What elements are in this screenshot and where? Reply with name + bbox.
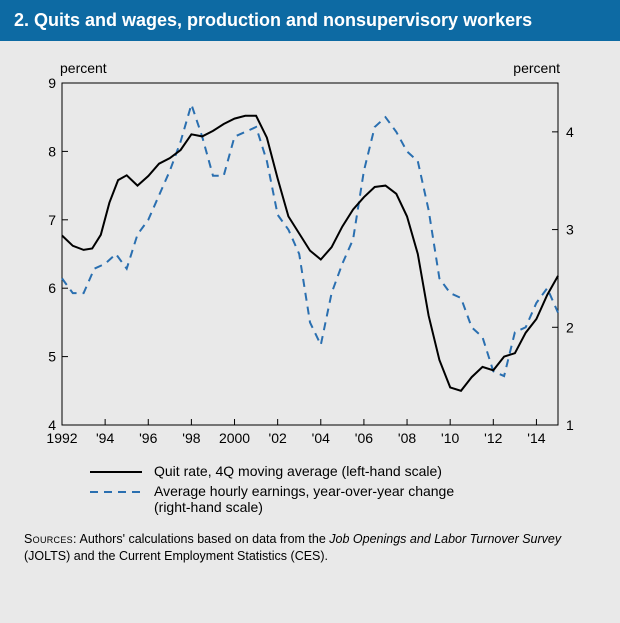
svg-text:5: 5 — [48, 349, 56, 365]
svg-text:percent: percent — [513, 60, 560, 76]
svg-text:1992: 1992 — [46, 430, 77, 446]
svg-text:7: 7 — [48, 212, 56, 228]
plot-area: percentpercent45678912341992'94'96'98200… — [0, 41, 620, 455]
svg-text:'10: '10 — [441, 430, 459, 446]
svg-text:'04: '04 — [312, 430, 330, 446]
svg-text:'98: '98 — [182, 430, 200, 446]
svg-text:'12: '12 — [484, 430, 502, 446]
svg-text:4: 4 — [566, 124, 574, 140]
svg-text:2000: 2000 — [219, 430, 250, 446]
legend-label-quit-rate: Quit rate, 4Q moving average (left-hand … — [154, 463, 442, 479]
svg-text:9: 9 — [48, 75, 56, 91]
legend: Quit rate, 4Q moving average (left-hand … — [0, 455, 620, 515]
figure-container: 2. Quits and wages, production and nonsu… — [0, 0, 620, 623]
svg-text:percent: percent — [60, 60, 107, 76]
svg-text:'96: '96 — [139, 430, 157, 446]
legend-label-earnings: Average hourly earnings, year-over-year … — [154, 483, 454, 515]
svg-text:'06: '06 — [355, 430, 373, 446]
svg-text:'08: '08 — [398, 430, 416, 446]
svg-text:3: 3 — [566, 222, 574, 238]
sources-label: Sources: — [24, 532, 77, 546]
chart-svg: percentpercent45678912341992'94'96'98200… — [20, 55, 600, 455]
svg-text:1: 1 — [566, 417, 574, 433]
svg-text:8: 8 — [48, 143, 56, 159]
svg-text:2: 2 — [566, 319, 574, 335]
sources-note: Sources: Authors' calculations based on … — [0, 519, 620, 565]
svg-text:6: 6 — [48, 280, 56, 296]
legend-swatch-solid — [90, 463, 142, 474]
legend-item-quit-rate: Quit rate, 4Q moving average (left-hand … — [90, 463, 600, 479]
svg-text:'94: '94 — [96, 430, 114, 446]
legend-item-earnings: Average hourly earnings, year-over-year … — [90, 483, 600, 515]
chart-title: 2. Quits and wages, production and nonsu… — [0, 0, 620, 41]
legend-swatch-dashed — [90, 483, 142, 494]
svg-text:'02: '02 — [269, 430, 287, 446]
svg-text:'14: '14 — [527, 430, 545, 446]
